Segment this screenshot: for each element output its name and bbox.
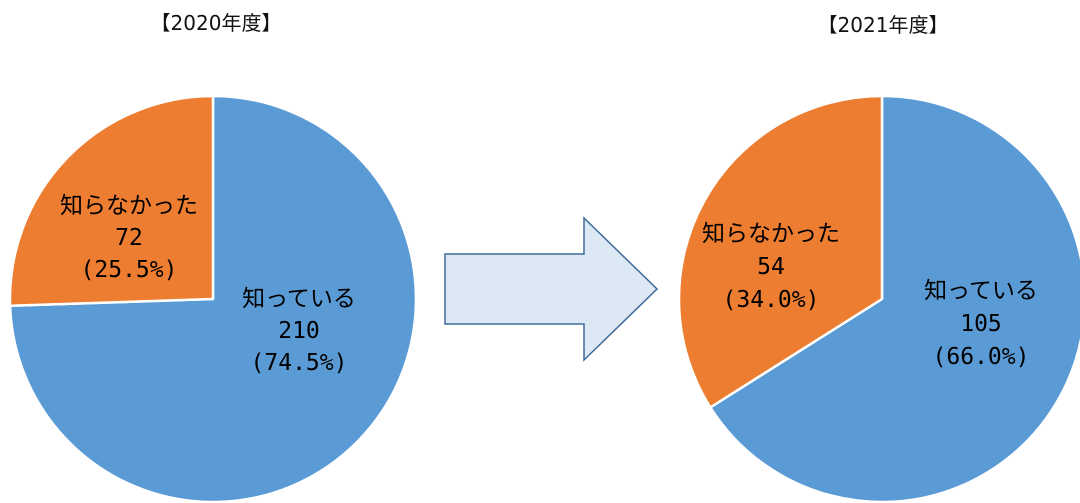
slice-labels-2021: 知っている 105 (66.0%) 知らなかった 54 (34.0%) [702, 221, 1038, 370]
slice-label-value: 105 [960, 311, 1002, 337]
pie-slice-know-2021 [709, 94, 1080, 503]
slice-label-know-2020: 知っている 210 (74.5%) [242, 286, 356, 376]
slice-labels-2020: 知っている 210 (74.5%) 知らなかった 72 (25.5%) [60, 193, 356, 376]
slice-label-value: 54 [757, 254, 785, 280]
slice-label-name: 知っている [924, 278, 1038, 304]
pie-chart-2020: 【2020年度】 知っている 210 (74.5%) 知らなかった 72 (25… [8, 11, 418, 503]
pie-chart-2021: 【2021年度】 知っている 105 (66.0%) 知らなかった 54 (34… [677, 13, 1080, 503]
chart-title-2021: 【2021年度】 [818, 13, 949, 37]
pie-slices-2020 [8, 94, 418, 503]
pie-slice-didnt-know-2021 [677, 94, 884, 409]
slice-label-percent: (66.0%) [933, 344, 1030, 370]
pie-slices-2021 [677, 94, 1080, 503]
slice-label-didnt-know-2020: 知らなかった 72 (25.5%) [60, 193, 198, 283]
slice-label-know-2021: 知っている 105 (66.0%) [924, 278, 1038, 370]
slice-label-name: 知らなかった [702, 221, 840, 247]
slice-label-name: 知らなかった [60, 193, 198, 219]
slice-label-percent: (25.5%) [81, 257, 178, 283]
slice-label-percent: (34.0%) [723, 287, 820, 313]
slice-label-didnt-know-2021: 知らなかった 54 (34.0%) [702, 221, 840, 313]
slice-label-name: 知っている [242, 286, 356, 312]
slice-label-value: 72 [115, 225, 143, 251]
pie-slice-didnt-know-2020 [8, 94, 215, 308]
slice-label-percent: (74.5%) [251, 350, 348, 376]
chart-title-2020: 【2020年度】 [151, 11, 282, 35]
slice-label-value: 210 [278, 318, 320, 344]
right-arrow-icon [444, 216, 659, 362]
